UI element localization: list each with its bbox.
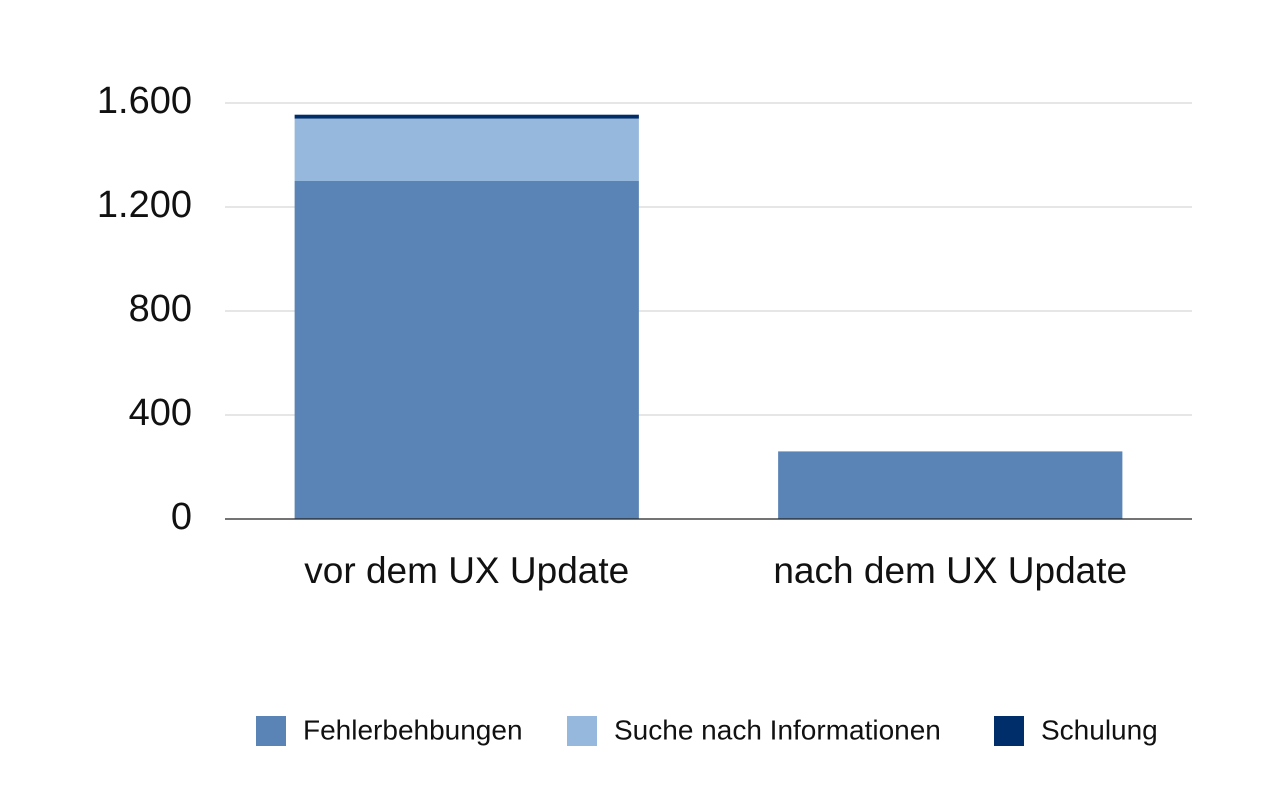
y-tick-label: 1.200 — [97, 184, 192, 226]
legend-label: Suche nach Informationen — [614, 714, 941, 745]
bar-segment — [294, 118, 639, 181]
legend-label: Schulung — [1041, 714, 1158, 745]
y-tick-label: 800 — [129, 288, 192, 330]
legend-swatch — [256, 716, 286, 746]
x-tick-label: vor dem UX Update — [304, 550, 629, 591]
legend-label: Fehlerbehbungen — [303, 714, 523, 745]
y-tick-label: 400 — [129, 392, 192, 434]
bar-segment — [294, 114, 639, 119]
legend-swatch — [567, 716, 597, 746]
y-tick-label: 1.600 — [97, 80, 192, 122]
bar-segment — [294, 181, 639, 519]
y-tick-label: 0 — [171, 496, 192, 538]
legend-swatch — [994, 716, 1024, 746]
bar-segment — [778, 451, 1123, 519]
x-tick-label: nach dem UX Update — [773, 550, 1127, 591]
